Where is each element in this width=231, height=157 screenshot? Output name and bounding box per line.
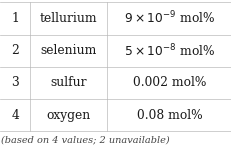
Text: 2: 2 (11, 44, 19, 57)
Text: $5\times10^{-8}$ mol%: $5\times10^{-8}$ mol% (123, 42, 214, 59)
Text: 0.08 mol%: 0.08 mol% (136, 108, 201, 122)
Text: sulfur: sulfur (50, 76, 86, 89)
Text: selenium: selenium (40, 44, 96, 57)
Text: (based on 4 values; 2 unavailable): (based on 4 values; 2 unavailable) (1, 136, 169, 145)
Text: tellurium: tellurium (40, 12, 97, 25)
Text: 3: 3 (11, 76, 19, 89)
Text: 0.002 mol%: 0.002 mol% (132, 76, 205, 89)
Text: 4: 4 (11, 108, 19, 122)
Text: $9\times10^{-9}$ mol%: $9\times10^{-9}$ mol% (123, 10, 214, 27)
Text: oxygen: oxygen (46, 108, 90, 122)
Text: 1: 1 (11, 12, 19, 25)
